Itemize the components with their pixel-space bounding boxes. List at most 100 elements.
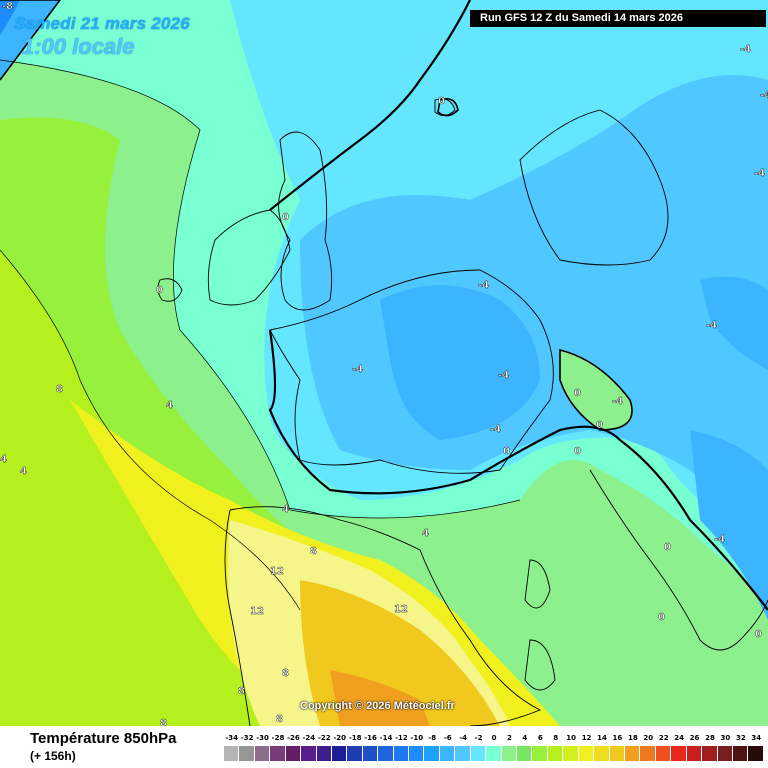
legend-swatch	[409, 746, 425, 761]
legend-swatch	[624, 746, 641, 761]
contour-0-alps	[559, 348, 633, 431]
contour-label: 4	[422, 528, 429, 539]
contour-4	[0, 59, 521, 519]
contour-0-north	[269, 0, 471, 211]
legend-tick-label: 30	[720, 734, 731, 742]
contour-label: 8	[276, 714, 283, 725]
legend-tick-label: 12	[581, 734, 592, 742]
legend-tick-label: -8	[428, 734, 437, 742]
ireland-outline	[207, 209, 291, 306]
coastlines	[157, 98, 768, 726]
legend-tick-label: -22	[317, 734, 331, 742]
legend-tick-label: -32	[240, 734, 254, 742]
forecast-date: Samedi 21 mars 2026	[14, 14, 190, 33]
contour-label: -4	[740, 44, 751, 55]
legend-tick-label: 4	[522, 734, 528, 742]
contour-label: 4	[282, 504, 289, 515]
legend-tick-label: -30	[256, 734, 269, 742]
legend-swatch	[439, 746, 456, 761]
contour-label: 8	[160, 718, 167, 726]
legend-swatch	[254, 746, 271, 761]
legend-swatch	[655, 746, 672, 761]
legend-swatch	[686, 746, 703, 761]
legend-tick-label: -18	[348, 734, 362, 742]
contour-label: 0	[156, 285, 163, 296]
legend-tick-label: -34	[225, 734, 239, 742]
legend-tick-label: 0	[491, 734, 497, 742]
contour-label: 4	[0, 454, 7, 465]
legend-tick-label: -14	[379, 734, 393, 742]
contour-label: 0	[438, 96, 445, 107]
contour-label: 0	[574, 446, 581, 457]
contour-label: 0	[658, 612, 665, 623]
legend-swatch	[285, 746, 302, 761]
forecast-time: 1:00 locale	[22, 34, 135, 59]
contour-label: -4	[352, 364, 363, 375]
legend-tick-label: -4	[459, 734, 468, 742]
legend-swatch	[424, 746, 440, 761]
legend-swatch	[378, 746, 394, 761]
legend-swatch	[532, 746, 548, 761]
zone-minus6-balkans	[690, 430, 768, 620]
legend-swatch	[702, 746, 718, 761]
legend-swatch	[331, 746, 348, 761]
legend-tick-label: 34	[751, 734, 762, 742]
contour-label: -4	[612, 396, 623, 407]
legend-tick-label: -24	[302, 734, 316, 742]
temperature-map: 0 0 0 0 0 0 0 0 0 0 -4 -4 -4 -4 -4 -4 -4…	[0, 0, 768, 726]
legend-tick-label: -26	[287, 734, 300, 742]
contour-label: 12	[394, 604, 408, 615]
legend-tick-label: 20	[643, 734, 654, 742]
contour-8	[0, 249, 301, 611]
legend-swatch	[486, 746, 502, 761]
legend-swatch	[501, 746, 518, 761]
legend-tick-label: -2	[474, 734, 483, 742]
legend-swatch	[671, 746, 687, 761]
legend-tick-label: 24	[674, 734, 685, 742]
contour-label: 0	[503, 446, 510, 457]
legend-swatch	[594, 746, 610, 761]
legend-tick-label: 22	[658, 734, 669, 742]
legend-swatch	[393, 746, 410, 761]
legend-swatch	[347, 746, 363, 761]
legend-swatch	[578, 746, 595, 761]
contour-label: 12	[250, 606, 264, 617]
contour-label: 0	[596, 420, 603, 431]
contour-label: 4	[20, 466, 27, 477]
contour-label: 8	[310, 546, 317, 557]
legend-swatch	[224, 746, 240, 761]
legend-swatch	[732, 746, 749, 761]
contour-label: 8	[56, 384, 63, 395]
france-outline	[269, 269, 554, 474]
legend-tick-label: 28	[705, 734, 715, 742]
legend-tick-label: 2	[506, 734, 512, 742]
contour-0-south	[268, 329, 768, 611]
legend-tick-label: -20	[333, 734, 347, 742]
island-outline	[157, 278, 183, 302]
legend-tick-label: 6	[537, 734, 543, 742]
legend-scale-labels: -34 -32 -30 -28 -26 -24 -22 -20 -18 -16 -14 -12 -10-…	[224, 734, 764, 744]
contour-label: 0	[755, 629, 762, 640]
copyright: Copyright © 2026 Météociel.fr	[300, 700, 455, 712]
contour-label: 0	[664, 542, 671, 553]
sardinia-outline	[524, 639, 556, 691]
parameter-title: Température 850hPa	[30, 730, 177, 747]
legend-color-scale	[224, 746, 764, 761]
legend-swatch	[470, 746, 487, 761]
contour-label: -4	[478, 280, 489, 291]
contour-label: 4	[166, 400, 173, 411]
legend-swatch	[301, 746, 317, 761]
legend-tick-label: -12	[395, 734, 408, 742]
contour-label: -4	[490, 424, 501, 435]
legend-tick-label: 8	[553, 734, 559, 742]
legend-swatch	[455, 746, 471, 761]
legend-tick-label: 16	[612, 734, 623, 742]
contour-label: -4	[714, 534, 725, 545]
contour-label-group: 0 0 0 0 0 0 0 0 0 0 -4 -4 -4 -4 -4 -4 -4…	[0, 1, 768, 726]
contour-label: -4	[760, 90, 768, 101]
denmark-baltic-outline	[519, 109, 669, 266]
legend-tick-label: 26	[689, 734, 700, 742]
contour-label: 8	[238, 686, 245, 697]
legend-swatch	[362, 746, 379, 761]
contour-label: 8	[282, 668, 289, 679]
